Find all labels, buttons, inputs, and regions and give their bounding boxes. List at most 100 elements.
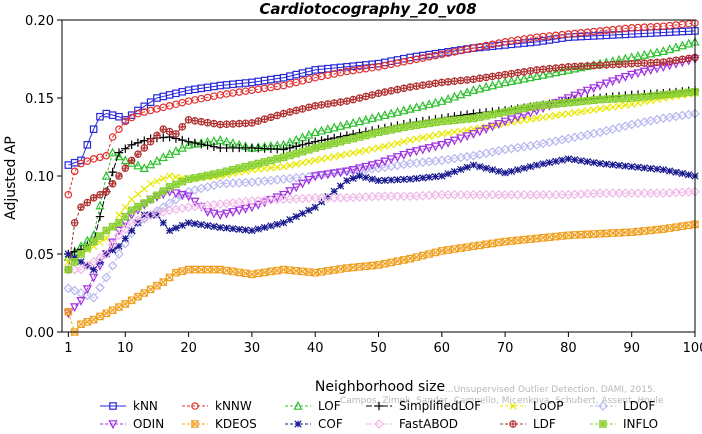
series-point-inflo	[627, 94, 636, 102]
series-point-odin	[392, 153, 403, 163]
series-point-cof	[577, 157, 585, 165]
series-point-kdeos	[539, 233, 547, 242]
series-point-ldf	[330, 99, 338, 107]
series-point-ldf	[311, 102, 320, 110]
series-point-kdeos	[406, 254, 414, 263]
legend: kNN kNNW LOF SimplifiedLOF LoOP LDOF ODIN KDEOS…	[100, 399, 658, 431]
series-point-odin	[563, 94, 573, 104]
series-point-odin	[513, 113, 523, 123]
series-point-cof	[235, 225, 243, 233]
series-point-fastabod	[544, 189, 555, 200]
series-point-cof	[146, 211, 155, 219]
series-point-ldf	[532, 66, 541, 74]
series-point-kdeos	[77, 320, 85, 328]
series-point-ldf	[286, 108, 294, 116]
series-point-knnw	[165, 102, 174, 110]
series-inflo	[64, 87, 699, 274]
series-point-loop	[324, 154, 332, 162]
series-point-odin	[335, 168, 346, 178]
series-point-cof	[159, 219, 167, 227]
series-point-kdeos	[463, 243, 471, 251]
series-point-fastabod	[626, 188, 637, 199]
series-point-ldf	[520, 68, 528, 76]
series-point-inflo	[438, 117, 446, 126]
series-point-odin	[304, 175, 314, 185]
series-point-fastabod	[468, 189, 479, 200]
series-point-odin	[316, 171, 327, 181]
series-point-odin	[620, 72, 630, 82]
series-point-odin	[475, 127, 485, 137]
series-point-lof	[665, 44, 675, 54]
series-point-ldf	[450, 77, 459, 85]
series-cof	[64, 155, 699, 274]
series-point-inflo	[64, 265, 73, 274]
series-point-cof	[128, 226, 136, 235]
series-point-fastabod	[101, 249, 112, 259]
series-point-ldf	[608, 60, 617, 69]
series-point-lof	[462, 87, 472, 97]
series-point-kdeos	[646, 226, 655, 235]
series-point-kdeos	[456, 244, 465, 252]
series-point-ldf	[596, 61, 604, 69]
x-tick-label: 30	[244, 341, 261, 356]
series-point-loop	[64, 258, 72, 266]
series-point-cof	[507, 167, 516, 175]
series-point-kdeos	[153, 281, 161, 290]
series-point-inflo	[165, 183, 174, 191]
series-point-simplifiedlof	[279, 145, 288, 154]
legend-item-ldf: LDF	[500, 417, 556, 431]
series-point-kdeos	[520, 235, 528, 244]
series-point-loop	[362, 146, 370, 155]
x-tick-label: 80	[560, 341, 577, 356]
series-point-ldf	[254, 117, 263, 125]
series-point-inflo	[444, 116, 452, 125]
series-point-loop	[628, 100, 636, 108]
series-point-ldf	[260, 115, 269, 123]
x-tick-label: 40	[307, 341, 324, 356]
series-point-kdeos	[393, 257, 402, 265]
series-point-inflo	[646, 92, 655, 100]
series-point-lof	[95, 200, 105, 210]
series-point-lof	[430, 97, 441, 107]
series-point-kdeos	[431, 248, 440, 257]
series-point-ldof	[171, 194, 181, 205]
series-point-ldf	[83, 198, 92, 207]
series-point-kdeos	[684, 221, 693, 230]
series-point-inflo	[362, 131, 370, 140]
series-point-odin	[354, 164, 365, 174]
series-point-inflo	[608, 95, 617, 103]
series-point-cof	[64, 250, 72, 258]
legend-marker	[108, 420, 118, 430]
y-tick-label: 0.00	[25, 326, 54, 341]
series-point-kdeos	[381, 259, 389, 268]
series-point-lof	[671, 42, 681, 52]
series-point-odin	[228, 208, 238, 217]
series-point-cof	[685, 171, 693, 179]
series-point-fastabod	[607, 188, 618, 199]
series-point-cof	[393, 176, 402, 184]
series-point-ldf	[77, 203, 85, 211]
series-point-kdeos	[330, 266, 338, 274]
series-point-ldf	[431, 79, 440, 88]
series-point-cof	[324, 192, 332, 201]
series-point-loop	[583, 107, 592, 115]
legend-label: LDF	[533, 417, 556, 431]
series-point-lof	[551, 67, 561, 77]
series-point-inflo	[102, 226, 111, 235]
series-point-odin	[196, 202, 206, 212]
series-point-inflo	[273, 155, 282, 163]
series-point-odin	[589, 84, 599, 94]
series-point-ldf	[235, 119, 244, 128]
series-point-inflo	[260, 158, 269, 166]
series-point-kdeos	[589, 230, 598, 238]
series-point-inflo	[596, 95, 604, 104]
series-point-ldf	[438, 78, 446, 87]
series-point-knnw	[70, 167, 79, 176]
series-point-lof	[538, 69, 548, 79]
series-point-ldf	[425, 80, 433, 88]
series-point-ldf	[229, 120, 237, 128]
series-point-kdeos	[317, 267, 326, 276]
series-point-cof	[678, 169, 686, 178]
series-point-simplifiedlof	[197, 139, 206, 149]
